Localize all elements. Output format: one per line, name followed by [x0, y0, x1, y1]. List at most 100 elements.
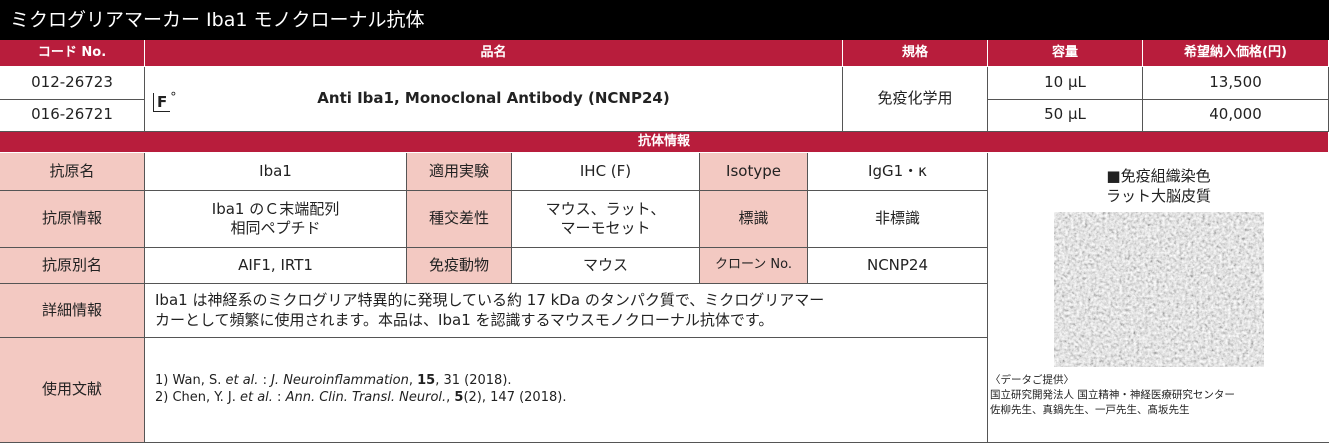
- caption: ラット大脳皮質: [1105, 186, 1211, 205]
- text-line: 10 μL: [1044, 73, 1086, 91]
- label-cell: 標識: [700, 191, 808, 248]
- text-line: マウス、ラット、: [545, 199, 666, 218]
- text-line: 免疫化学用: [877, 89, 953, 108]
- value-cell: IHC (F): [512, 153, 700, 191]
- text-line: 40,000: [1209, 105, 1262, 123]
- image-panel: ■免疫組織染色 ラット大脳皮質〈データご提供〉国立研究開発法人 国立精神・神経医療…: [988, 153, 1329, 443]
- label-cell: クローン No.: [700, 248, 808, 284]
- reference-part: 5: [454, 390, 464, 405]
- credit: 〈データご提供〉国立研究開発法人 国立精神・神経医療研究センター 佐柳先生、真鍋先…: [988, 373, 1235, 419]
- reference-part: , 31 (2018).: [435, 373, 512, 389]
- text-line: 標識: [738, 209, 769, 228]
- text-line: NCNP24: [866, 255, 929, 274]
- text-line: AIF1, IRT1: [238, 255, 313, 274]
- reference-part: 1) Wan, S.: [155, 373, 226, 389]
- label-cell: 適用実験: [407, 153, 512, 191]
- price-cell: 13,500: [1143, 67, 1329, 100]
- header-cell: 規格: [843, 40, 988, 67]
- text-line: Isotype: [726, 161, 781, 180]
- credit-line: 〈データご提供〉: [990, 374, 1074, 386]
- reference-part: (2), 147 (2018).: [463, 390, 567, 405]
- text-line: 容量: [1051, 44, 1078, 60]
- text-line: 016-26721: [31, 105, 113, 123]
- credit-line: 佐柳先生、真鍋先生、一戸先生、髙坂先生: [990, 404, 1190, 417]
- reference: 1) Wan, S. et al. : J. Neuroinflammation…: [155, 373, 512, 390]
- value-cell: IgG1・κ: [808, 153, 988, 191]
- detail-cell: Iba1 は神経系のミクログリア特異的に発現している約 17 kDa のタンパク…: [145, 284, 988, 338]
- label-cell: Isotype: [700, 153, 808, 191]
- text-line: 50 μL: [1044, 105, 1086, 123]
- value-cell: マウス: [512, 248, 700, 284]
- value-cell: 非標識: [808, 191, 988, 248]
- mark-degree: °: [170, 89, 177, 104]
- reference-part: 15: [417, 373, 436, 389]
- mark: F °: [153, 89, 177, 113]
- code-cell: 012-26723: [0, 67, 145, 100]
- text-line: 非標識: [874, 209, 920, 228]
- text-line: マーモセット: [560, 219, 651, 237]
- text-line: Iba1 は神経系のミクログリア特異的に発現している約 17 kDa のタンパク…: [155, 291, 825, 309]
- spec-cell: 免疫化学用: [843, 67, 988, 132]
- text-line: Iba1: [259, 161, 292, 180]
- reference-part: ,: [408, 373, 418, 389]
- header-cell: コード No.: [0, 40, 145, 67]
- label-cell: 種交差性: [407, 191, 512, 248]
- text-line: マウス: [582, 255, 628, 274]
- text-line: 012-26723: [31, 73, 113, 91]
- text-line: 免疫動物: [428, 255, 489, 274]
- reference-part: Ann. Clin. Transl. Neurol.: [285, 390, 447, 405]
- text-line: 抗原別名: [41, 255, 102, 274]
- text-line: Iba1 のＣ末端配列: [211, 199, 340, 218]
- label-cell: 免疫動物: [407, 248, 512, 284]
- value-cell: マウス、ラット、 マーモセット: [512, 191, 700, 248]
- label-cell: 詳細情報: [0, 284, 145, 338]
- volume-cell: 10 μL: [988, 67, 1143, 100]
- reference-part: et al.: [239, 390, 273, 405]
- text-line: 13,500: [1209, 73, 1262, 91]
- reference: 2) Chen, Y. J. et al. : Ann. Clin. Trans…: [155, 390, 566, 407]
- text-line: 適用実験: [428, 161, 489, 180]
- text-line: IgG1・κ: [868, 161, 927, 180]
- micrograph: [1053, 212, 1264, 367]
- caption: ■免疫組織染色: [1106, 167, 1211, 185]
- value-cell: Iba1: [145, 153, 407, 191]
- text-line: 抗体情報: [637, 133, 690, 149]
- section-header: 抗体情報: [0, 132, 1329, 153]
- volume-cell: 50 μL: [988, 99, 1143, 132]
- text-line: 抗原名: [49, 161, 95, 180]
- text-line: 希望納入価格(円): [1184, 44, 1287, 60]
- credit-line: 国立研究開発法人 国立精神・神経医療研究センター: [990, 389, 1235, 402]
- text-line: Anti Iba1, Monoclonal Antibody (NCNP24): [317, 89, 670, 108]
- text-line: クローン No.: [714, 257, 793, 273]
- header-cell: 容量: [988, 40, 1143, 67]
- value-cell: AIF1, IRT1: [145, 248, 407, 284]
- text-line: IHC (F): [579, 161, 632, 180]
- title: ミクログリアマーカー Iba1 モノクローナル抗体: [0, 0, 1329, 40]
- product-name-cell: Anti Iba1, Monoclonal Antibody (NCNP24) F…: [145, 67, 843, 132]
- value-cell: NCNP24: [808, 248, 988, 284]
- text-line: 種交差性: [428, 209, 489, 228]
- reference-part: ,: [446, 390, 455, 405]
- text-line: カーとして頻繁に使用されます。本品は、Iba1 を認識するマウスモノクローナル抗…: [155, 310, 774, 329]
- text-line: 詳細情報: [41, 300, 102, 319]
- header-cell: 希望納入価格(円): [1143, 40, 1329, 67]
- mark-letter: F: [153, 93, 171, 112]
- text-line: コード No.: [37, 44, 107, 60]
- reference-part: :: [272, 390, 286, 405]
- value-cell: Iba1 のＣ末端配列 相同ペプチド: [145, 191, 407, 248]
- price-cell: 40,000: [1143, 99, 1329, 132]
- code-cell: 016-26721: [0, 99, 145, 132]
- text-line: 規格: [901, 44, 928, 60]
- reference-part: :: [258, 373, 272, 389]
- text-line: 品名: [480, 44, 507, 60]
- text-line: 使用文献: [41, 380, 102, 399]
- header-cell: 品名: [145, 40, 843, 67]
- text-line: 抗原情報: [41, 209, 102, 228]
- reference-part: 2) Chen, Y. J.: [155, 390, 240, 405]
- label-cell: 抗原別名: [0, 248, 145, 284]
- label-cell: 抗原情報: [0, 191, 145, 248]
- label-cell: 抗原名: [0, 153, 145, 191]
- label-cell: 使用文献: [0, 338, 145, 443]
- reference-part: J. Neuroinflammation: [271, 373, 409, 389]
